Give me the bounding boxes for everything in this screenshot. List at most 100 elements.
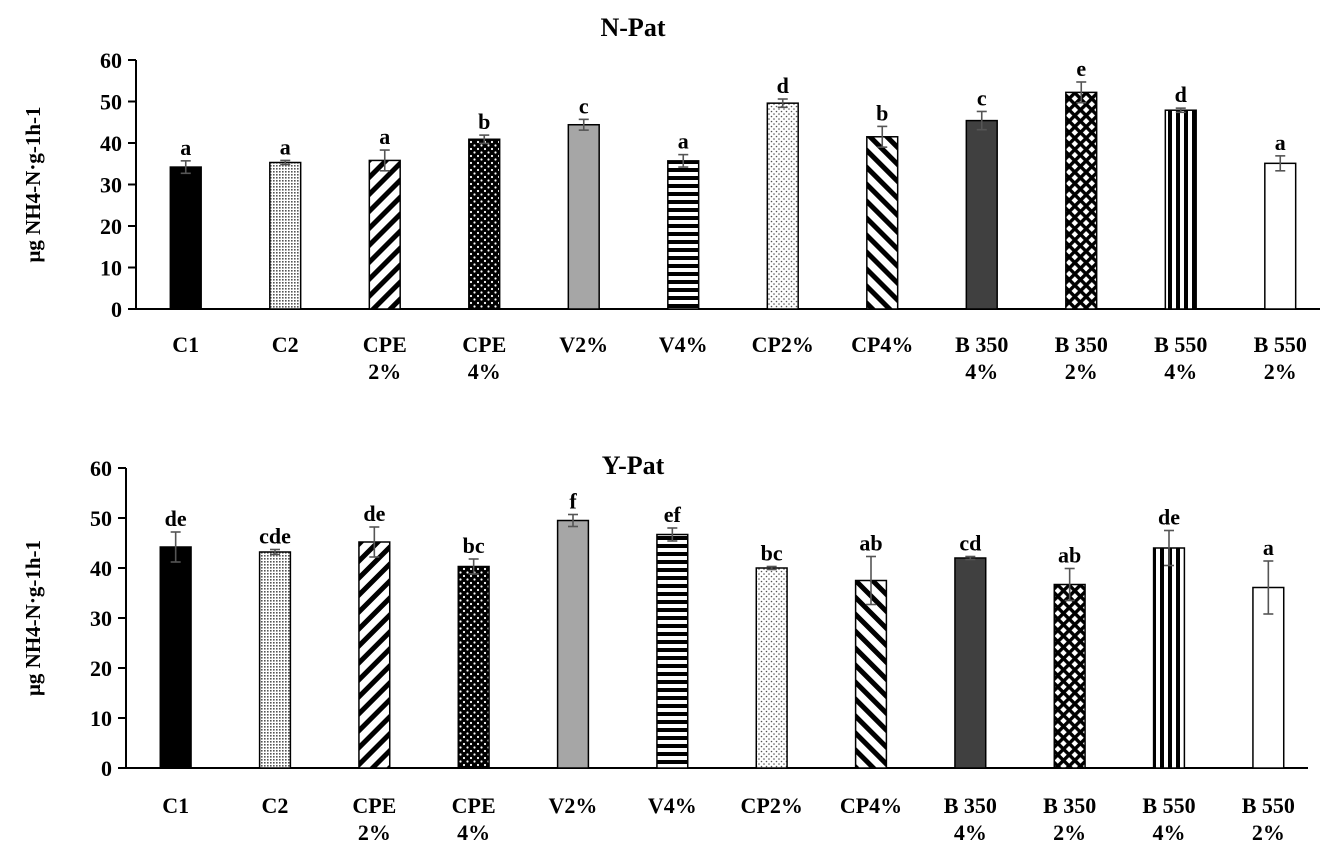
category-label: B 550 2% — [1254, 332, 1307, 384]
significance-letter: a — [1275, 130, 1286, 155]
category-label-line: B 550 — [1242, 793, 1295, 818]
category-label-line: 4% — [457, 820, 490, 845]
y-tick-label: 30 — [100, 173, 122, 198]
category-label-line: V2% — [549, 793, 598, 818]
category-label-line: 4% — [1164, 359, 1197, 384]
bar — [556, 519, 590, 769]
bar — [567, 123, 600, 310]
significance-letter: bc — [463, 533, 485, 558]
bar — [766, 102, 799, 310]
bar — [1264, 162, 1297, 310]
y-tick-label: 60 — [90, 456, 112, 481]
bar — [1065, 91, 1098, 310]
category-label-line: V4% — [659, 332, 708, 357]
y-tick-label: 40 — [90, 556, 112, 581]
significance-letter: b — [478, 109, 490, 134]
category-label-line: 4% — [965, 359, 998, 384]
category-label-line: 2% — [358, 820, 391, 845]
category-label-line: 2% — [1252, 820, 1285, 845]
bar — [1152, 547, 1186, 769]
category-label: C2 — [262, 793, 289, 818]
category-label-line: CPE — [452, 793, 496, 818]
significance-letter: cde — [259, 524, 291, 549]
bar — [1252, 586, 1285, 769]
category-label: CP4% — [840, 793, 902, 818]
bar — [468, 138, 501, 310]
y-axis-label: μg NH4-N·g-1h-1 — [21, 107, 45, 263]
significance-letter: a — [280, 134, 291, 159]
significance-letter: bc — [761, 541, 783, 566]
significance-letter: e — [1076, 56, 1086, 81]
category-label: C1 — [162, 793, 189, 818]
significance-letter: ef — [664, 502, 682, 527]
category-label: CPE 2% — [352, 793, 396, 845]
y-tick-label: 20 — [90, 656, 112, 681]
category-label: V2% — [559, 332, 608, 357]
y-axis-label: μg NH4-N·g-1h-1 — [21, 540, 45, 696]
y-tick-label: 0 — [101, 756, 112, 781]
category-label: CPE 4% — [462, 332, 506, 384]
bar — [965, 119, 998, 310]
chart-n-pat: N-Pat μg NH4-N·g-1h-1 0 10 20 30 40 50 60 a C1 a C2 a… — [21, 13, 1320, 384]
y-tick-label: 20 — [100, 214, 122, 239]
bar — [169, 166, 202, 310]
bar — [358, 541, 391, 769]
category-label-line: C2 — [272, 332, 299, 357]
significance-letter: a — [678, 129, 689, 154]
significance-letter: d — [1175, 82, 1187, 107]
category-label-line: CPE — [462, 332, 506, 357]
category-label: B 550 4% — [1142, 793, 1195, 845]
chart-title: N-Pat — [601, 13, 666, 42]
category-label-line: 2% — [1264, 359, 1297, 384]
significance-letter: de — [165, 506, 187, 531]
category-label-line: CPE — [363, 332, 407, 357]
category-label-line: B 350 — [1055, 332, 1108, 357]
category-label-line: C2 — [262, 793, 289, 818]
category-label-line: V4% — [648, 793, 697, 818]
category-label: B 550 4% — [1154, 332, 1207, 384]
category-label-line: 2% — [1065, 359, 1098, 384]
category-label-line: B 550 — [1154, 332, 1207, 357]
category-label-line: C1 — [162, 793, 189, 818]
chart-title: Y-Pat — [602, 451, 665, 480]
category-label-line: 4% — [468, 359, 501, 384]
bar — [258, 551, 292, 769]
y-tick-label: 0 — [111, 297, 122, 322]
bar — [755, 567, 788, 769]
significance-letter: a — [1263, 535, 1274, 560]
y-tick-label: 10 — [100, 256, 122, 281]
category-label: CP2% — [752, 332, 814, 357]
significance-letter: d — [777, 73, 789, 98]
significance-letter: a — [180, 135, 191, 160]
category-label: B 350 2% — [1055, 332, 1108, 384]
category-label: C1 — [172, 332, 199, 357]
category-label: B 550 2% — [1242, 793, 1295, 845]
category-label-line: 2% — [1053, 820, 1086, 845]
y-tick-label: 10 — [90, 706, 112, 731]
significance-letter: ab — [859, 531, 882, 556]
y-tick-label: 40 — [100, 131, 122, 156]
category-label: CP4% — [851, 332, 913, 357]
significance-letter: a — [379, 124, 390, 149]
bar — [1053, 583, 1086, 769]
category-label: V2% — [549, 793, 598, 818]
bar — [667, 160, 700, 310]
category-label-line: 2% — [368, 359, 401, 384]
category-label-line: B 550 — [1254, 332, 1307, 357]
category-label-line: C1 — [172, 332, 199, 357]
bar — [269, 161, 302, 310]
significance-letter: cd — [959, 531, 981, 556]
significance-letter: ab — [1058, 543, 1081, 568]
significance-letter: c — [579, 93, 589, 118]
category-label-line: 4% — [954, 820, 987, 845]
bar — [954, 557, 987, 769]
category-label: B 350 4% — [944, 793, 997, 845]
category-label-line: B 350 — [1043, 793, 1096, 818]
category-label: CP2% — [741, 793, 803, 818]
category-label-line: B 350 — [944, 793, 997, 818]
significance-letter: de — [1158, 505, 1180, 530]
bar — [457, 565, 490, 769]
y-tick-label: 30 — [90, 606, 112, 631]
